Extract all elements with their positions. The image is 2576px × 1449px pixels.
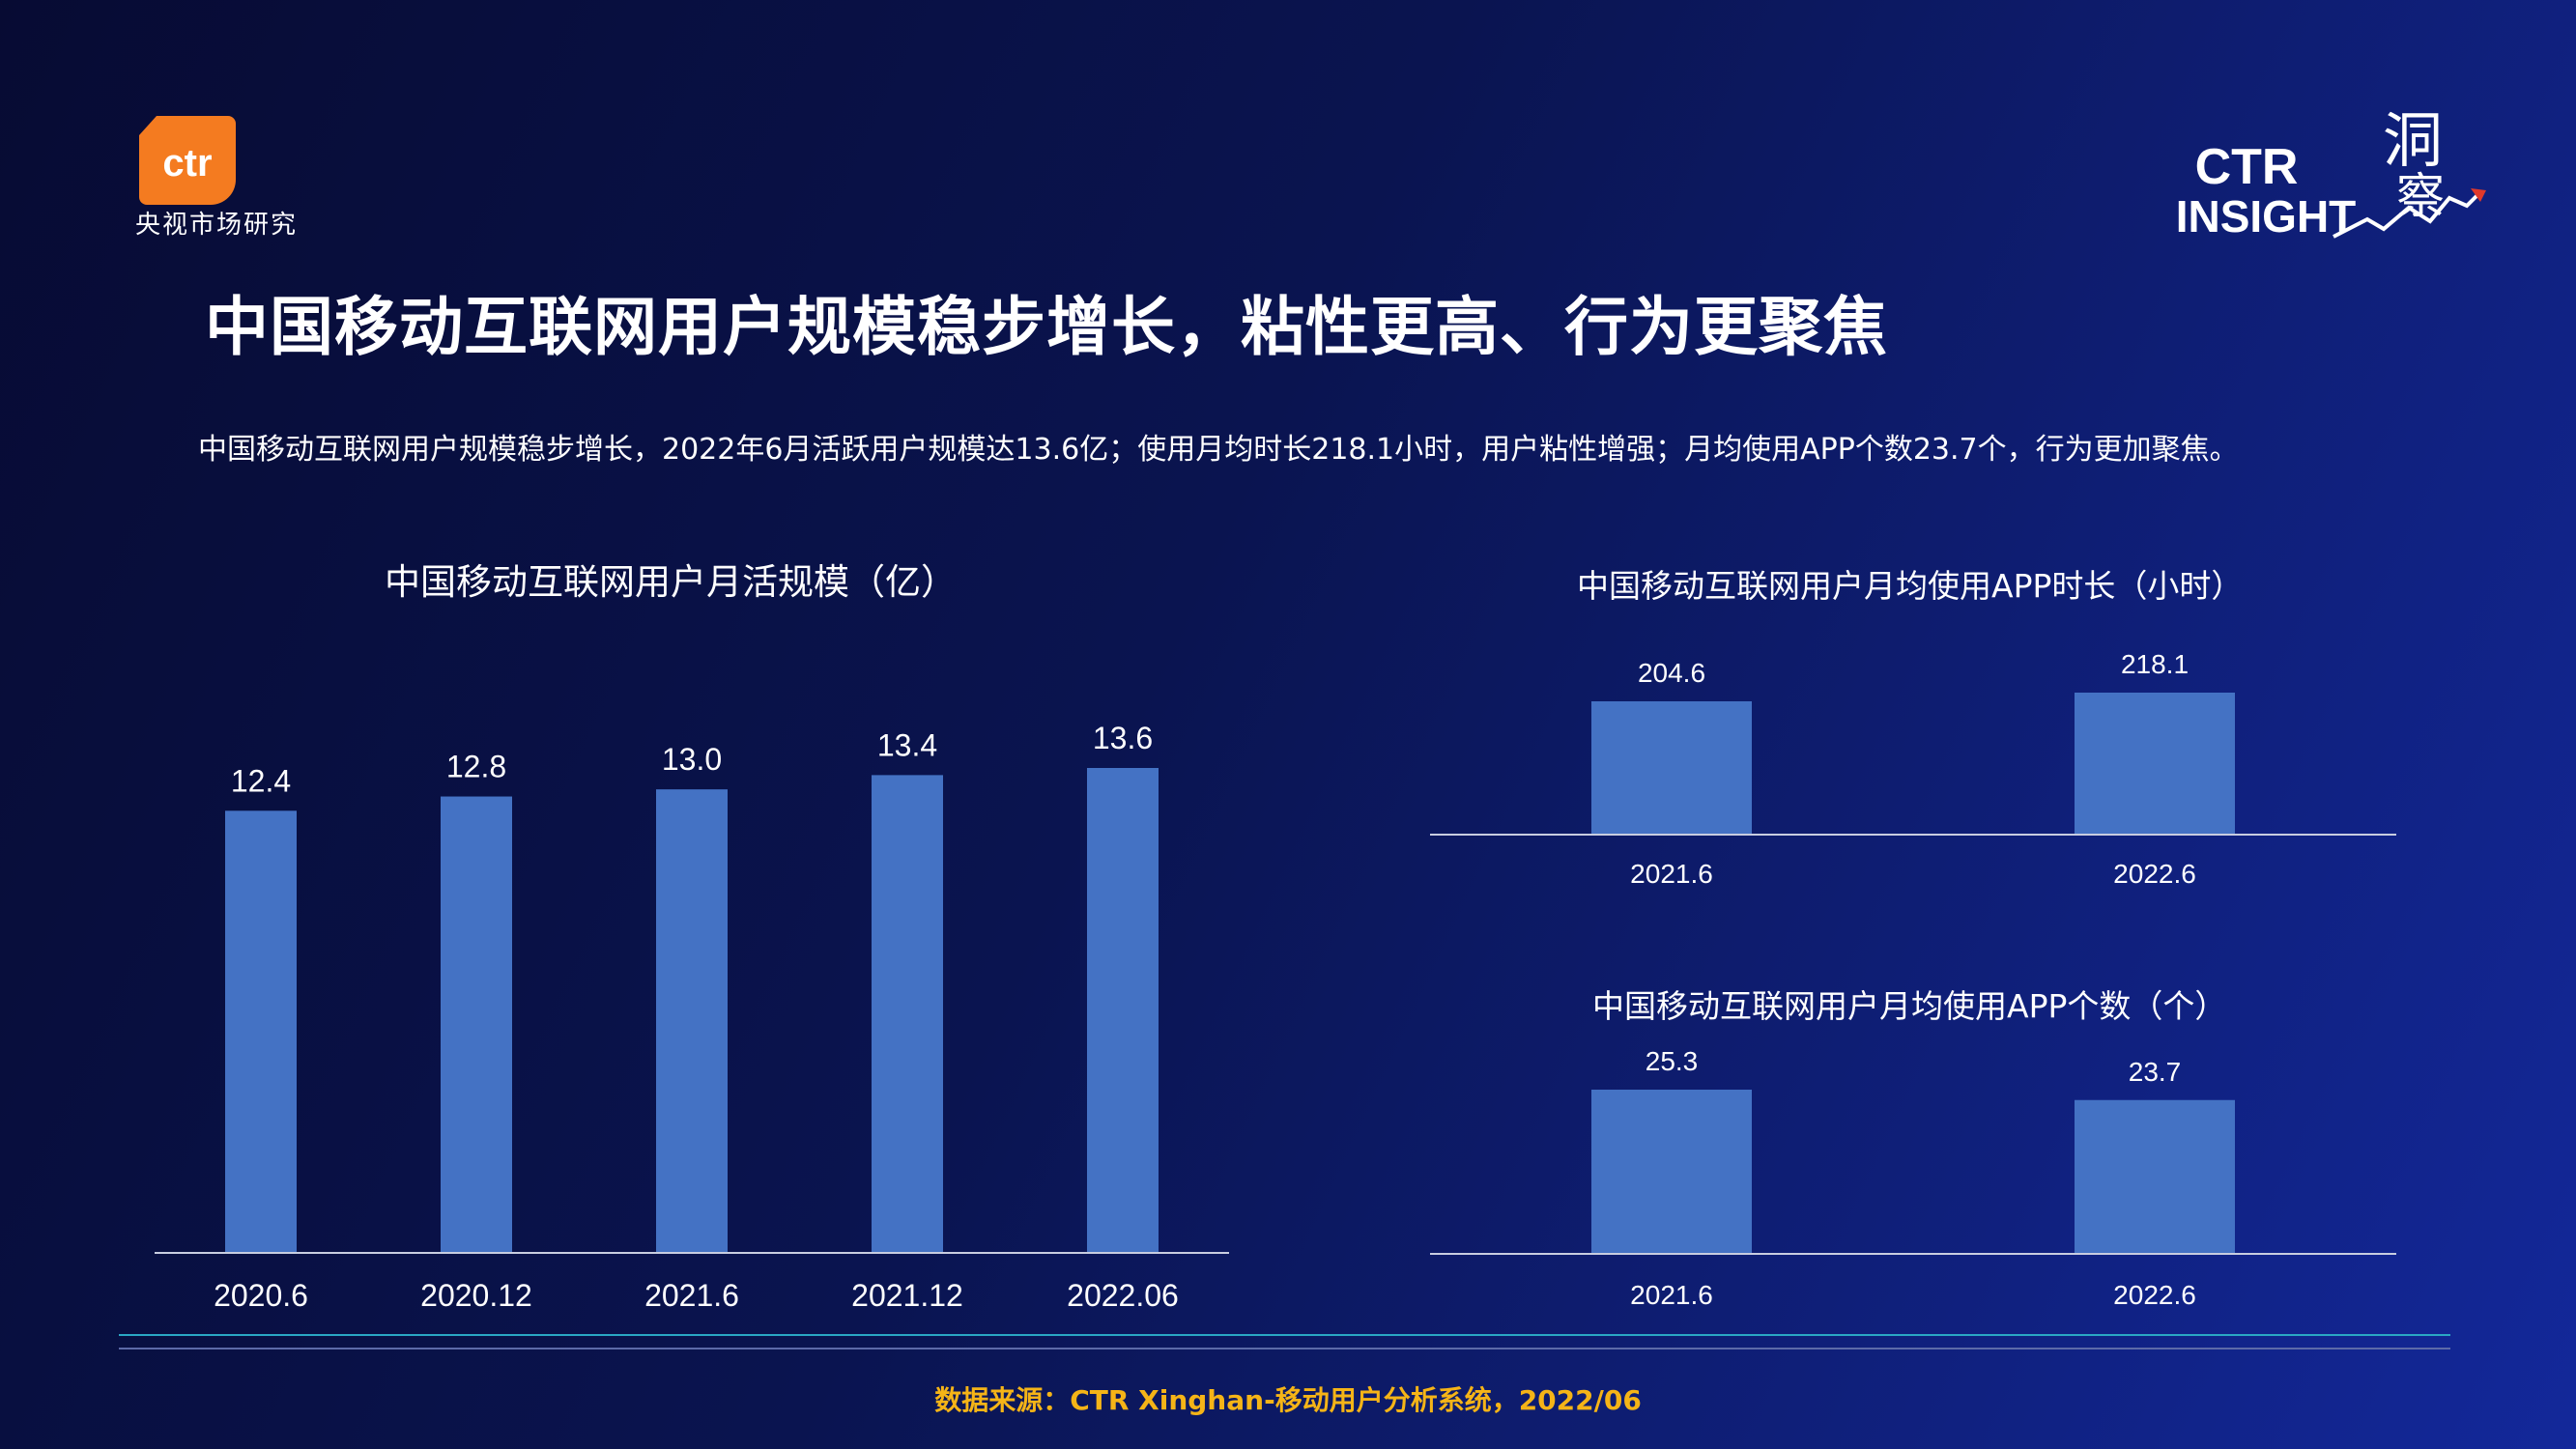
chart-1-title: 中国移动互联网用户月活规模（亿） [385,561,957,603]
insight-logo-insight: INSIGHT [2176,191,2357,242]
ctr-logo: ctr [139,116,236,205]
category-label-0-4: 2022.06 [1067,1278,1179,1313]
category-label-0-3: 2021.12 [851,1278,963,1313]
data-label-0-1: 12.8 [446,750,506,784]
bar-0-3 [872,775,943,1253]
bar-2-1 [2075,1099,2235,1254]
bar-0-0 [225,810,297,1253]
ctr-insight-logo: CTR INSIGHT 洞 察 [2176,105,2486,242]
bar-1-1 [2075,693,2235,835]
data-label-1-0: 204.6 [1638,658,1705,688]
data-label-2-1: 23.7 [2129,1057,2182,1087]
insight-logo-ctr: CTR [2195,139,2299,195]
bar-1-0 [1591,701,1752,835]
data-label-0-4: 13.6 [1093,721,1153,755]
data-label-2-0: 25.3 [1646,1046,1699,1076]
category-label-1-0: 2021.6 [1630,859,1713,889]
bar-2-0 [1591,1090,1752,1254]
insight-logo-cn-1: 洞 [2383,105,2443,176]
data-label-1-1: 218.1 [2121,649,2189,679]
chart-monthly-app-count: 25.3 2021.6 23.7 2022.6 [1430,1046,2396,1310]
chart-monthly-app-duration: 204.6 2021.6 218.1 2022.6 [1430,649,2396,889]
data-source: 数据来源：CTR Xinghan-移动用户分析系统，2022/06 [934,1384,1642,1416]
data-label-0-0: 12.4 [231,763,291,798]
chart-3-title: 中国移动互联网用户月均使用APP个数（个） [1592,987,2227,1025]
category-label-2-0: 2021.6 [1630,1280,1713,1310]
category-label-0-2: 2021.6 [644,1278,739,1313]
data-label-0-2: 13.0 [662,742,722,777]
category-label-2-1: 2022.6 [2113,1280,2196,1310]
chart-2-title: 中国移动互联网用户月均使用APP时长（小时） [1577,567,2244,605]
page-subtitle: 中国移动互联网用户规模稳步增长，2022年6月活跃用户规模达13.6亿；使用月均… [198,433,2239,467]
bar-0-4 [1087,768,1159,1253]
bar-0-2 [656,789,728,1253]
category-label-0-1: 2020.12 [420,1278,532,1313]
data-label-0-3: 13.4 [877,727,937,762]
chart-monthly-active-users: 12.4 2020.6 12.8 2020.12 13.0 2021.6 13.4 2021.… [155,721,1229,1313]
ctr-logo-text: 央视市场研究 [135,211,299,240]
page-title: 中国移动互联网用户规模稳步增长，粘性更高、行为更聚焦 [205,290,1888,364]
category-label-1-1: 2022.6 [2113,859,2196,889]
category-label-0-0: 2020.6 [214,1278,308,1313]
ctr-logo-mark: ctr [162,142,212,185]
bar-0-1 [441,796,512,1253]
